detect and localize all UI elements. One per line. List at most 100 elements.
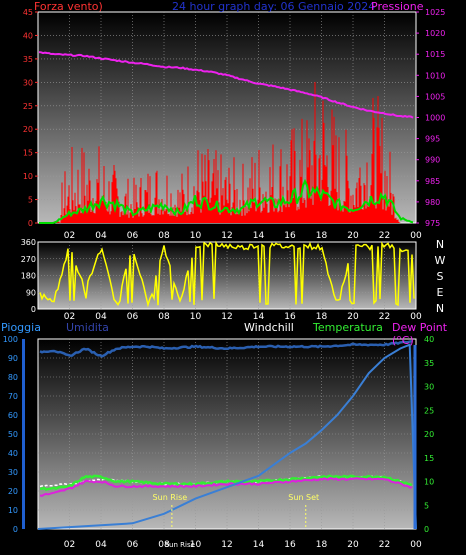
wind-pressure-x-tick-label: 02 [64, 231, 75, 241]
wind-direction-x-tick-label: 20 [347, 312, 359, 322]
wind-pressure-x-tick-label: 22 [379, 231, 390, 241]
wind-direction-series [39, 240, 415, 308]
temp-hum-x-tick-label: 08 [158, 540, 170, 550]
wind-direction-x-tick-label: 08 [158, 312, 170, 322]
pressure-axis-tick-label: 1025 [425, 8, 445, 17]
label-pioggia: Pioggia [1, 321, 41, 334]
direction-axis-tick-label: 180 [21, 272, 36, 281]
pressure-axis-tick-label: 1000 [425, 114, 445, 123]
wind-axis-tick-label: 0 [28, 219, 33, 228]
wind-direction-x-tick-label: 16 [284, 312, 296, 322]
wind-pressure-x-tick-label: 10 [190, 231, 202, 241]
humidity-axis-tick-label: 60 [8, 411, 18, 420]
compass-label-e: E [437, 286, 444, 299]
pressure-axis-tick-label: 1010 [425, 71, 445, 80]
temp-hum-x-tick-label: 22 [379, 540, 390, 550]
temperature-axis-tick-label: 30 [424, 383, 434, 392]
temperature-axis-tick-label: 35 [424, 359, 434, 368]
pressure-series [38, 51, 414, 119]
compass-label-s: S [437, 270, 444, 283]
wind-direction-x-tick-label: 14 [253, 312, 265, 322]
temp-hum-x-tick-label: 00 [410, 540, 422, 550]
temp-hum-x-tick-label: 18 [316, 540, 328, 550]
humidity-axis-tick-label: 70 [8, 392, 18, 401]
pressure-axis-tick-label: 995 [425, 135, 440, 144]
temp-hum-x-tick-label: 10 [190, 540, 202, 550]
wind-axis-tick-label: 20 [23, 125, 33, 134]
wind-pressure-x-tick-label: 04 [95, 231, 107, 241]
humidity-axis-tick-label: 100 [3, 335, 18, 344]
humidity-axis-tick-label: 50 [8, 430, 18, 439]
wind-axis-tick-label: 40 [23, 31, 33, 40]
wind-axis-tick-label: 15 [23, 149, 33, 158]
wind-speed-series [39, 82, 401, 223]
temp-hum-x-tick-label: 14 [253, 540, 265, 550]
wind-pressure-x-tick-label: 18 [316, 231, 328, 241]
compass-label-w: W [435, 254, 446, 267]
wind-pressure-x-tick-label: 00 [410, 231, 422, 241]
temperature-axis-tick-label: 25 [424, 406, 434, 415]
compass-label-n: N [436, 302, 444, 315]
humidity-axis-tick-label: 20 [8, 487, 18, 496]
humidity-axis-tick-label: 40 [8, 449, 18, 458]
wind-direction-x-tick-label: 02 [64, 312, 75, 322]
chart-title: 24 hour graph day: 06 Gennaio 2024 [172, 0, 376, 13]
wind-pressure-x-tick-label: 20 [347, 231, 359, 241]
humidity-axis-tick-label: 10 [8, 506, 18, 515]
temp-hum-x-tick-label: Sun Rise [165, 541, 195, 549]
label-temperatura: Temperatura [313, 321, 383, 334]
wind-direction-x-tick-label: 00 [410, 312, 422, 322]
label-windchill: Windchill [244, 321, 294, 334]
top-left-label: Forza vento) [34, 0, 103, 13]
wind-direction-x-tick-label: 18 [316, 312, 328, 322]
compass-label-n: N [436, 238, 444, 251]
temp-hum-x-tick-label: 02 [64, 540, 75, 550]
temp-hum-x-tick-label: 04 [95, 540, 107, 550]
temperature-axis-tick-label: 40 [424, 335, 434, 344]
pressure-axis-tick-label: 1015 [425, 50, 445, 59]
temperature-axis-tick-label: 5 [424, 501, 429, 510]
wind-pressure-x-tick-label: 16 [284, 231, 296, 241]
temp-hum-x-tick-label: 12 [221, 540, 232, 550]
humidity-axis-tick-label: 30 [8, 468, 18, 477]
temperature-axis-tick-label: 15 [424, 454, 434, 463]
direction-axis-tick-label: 360 [21, 238, 36, 247]
top-right-label: Pressione [371, 0, 424, 13]
wind-axis-tick-label: 45 [23, 8, 33, 17]
wind-axis-tick-label: 25 [23, 102, 33, 111]
pressure-axis-tick-label: 990 [425, 156, 440, 165]
label-umidita: Umidita [66, 321, 109, 334]
rain-series [37, 343, 417, 530]
rain-axis-bar [22, 339, 25, 529]
temp-hum-x-tick-label: 16 [284, 540, 296, 550]
pressure-axis-tick-label: 975 [425, 219, 440, 228]
wind-axis-tick-label: 30 [23, 78, 33, 87]
humidity-series [39, 339, 413, 358]
temperature-series [40, 474, 413, 491]
dewpoint-series [39, 477, 413, 497]
pressure-axis-tick-label: 1020 [425, 29, 445, 38]
wind-pressure-x-tick-label: 14 [253, 231, 265, 241]
temp-hum-x-tick-label: 06 [127, 540, 139, 550]
temperature-axis-tick-label: 20 [424, 430, 434, 439]
wind-direction-x-tick-label: 04 [95, 312, 107, 322]
wind-direction-x-tick-label: 12 [221, 312, 232, 322]
temperature-axis-tick-label: 10 [424, 478, 434, 487]
direction-axis-tick-label: 270 [21, 255, 36, 264]
label-dewpoint: Dew Point (°C) [392, 321, 448, 347]
sunrise-label: Sun Rise [153, 493, 188, 502]
wind-direction-x-tick-label: 06 [127, 312, 139, 322]
sunset-label: Sun Set [288, 493, 319, 502]
wind-pressure-x-tick-label: 12 [221, 231, 232, 241]
wind-direction-x-tick-label: 22 [379, 312, 390, 322]
humidity-axis-tick-label: 90 [8, 354, 18, 363]
direction-axis-tick-label: 90 [26, 288, 36, 297]
pressure-axis-tick-label: 980 [425, 198, 440, 207]
humidity-axis-tick-label: 80 [8, 373, 18, 382]
gust-series [39, 178, 414, 224]
wind-axis-tick-label: 10 [23, 172, 33, 181]
wind-axis-tick-label: 5 [28, 196, 33, 205]
pressure-axis-tick-label: 985 [425, 177, 440, 186]
